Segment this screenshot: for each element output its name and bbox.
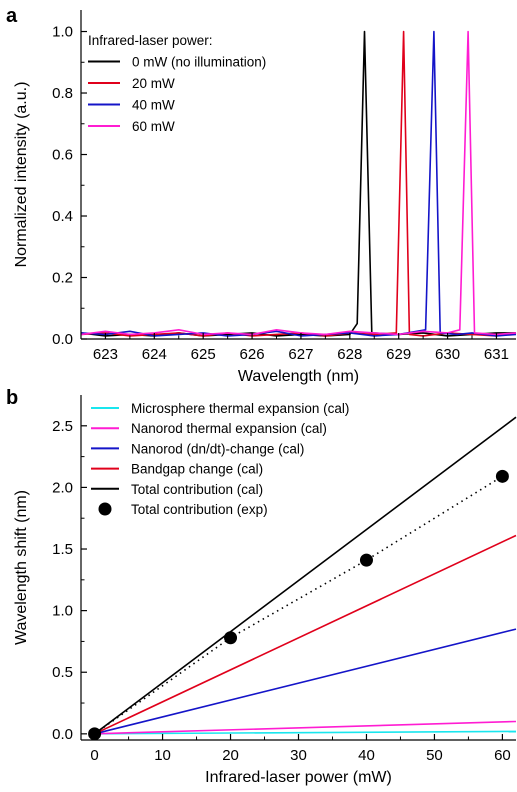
b-legend-entry-2: Nanorod (dn/dt)-change (cal) xyxy=(131,441,304,456)
b-series-1-line xyxy=(94,720,517,735)
a-y-tick-label-4: 0.8 xyxy=(52,85,73,102)
a-y-tick-label-5: 1.0 xyxy=(52,24,73,41)
b-series-5-point-1 xyxy=(224,631,238,645)
panel-a-chart: 623 624 625 626 627 628 629 630 631 0.0 0.2 0.4 0.6 0… xyxy=(13,10,517,385)
a-legend-entry-1: 20 mW xyxy=(132,76,175,91)
b-series-5-line xyxy=(94,475,503,735)
a-y-tick-label-2: 0.4 xyxy=(52,208,73,225)
b-legend-marker-5 xyxy=(98,502,112,516)
b-series-5-point-0 xyxy=(88,727,102,741)
b-series-3-line xyxy=(94,534,517,735)
b-x-axis-label: Infrared-laser power (mW) xyxy=(205,769,392,786)
a-legend-entry-3: 60 mW xyxy=(132,119,175,134)
a-y-tick-label-0: 0.0 xyxy=(52,331,73,348)
b-y-tick-label-3: 1.5 xyxy=(52,541,73,558)
a-x-tick-label-7: 630 xyxy=(435,346,460,363)
b-x-tick-label-1: 10 xyxy=(154,747,171,764)
panel-b-letter: b xyxy=(6,387,18,409)
b-legend-entry-5: Total contribution (exp) xyxy=(131,502,268,517)
b-y-tick-label-1: 0.5 xyxy=(52,664,73,681)
a-y-tick-label-1: 0.2 xyxy=(52,270,73,287)
b-y-axis-label: Wavelength shift (nm) xyxy=(13,490,30,645)
panel-a-letter: a xyxy=(6,5,18,27)
a-x-tick-label-4: 627 xyxy=(288,346,313,363)
a-x-axis-label: Wavelength (nm) xyxy=(238,368,359,385)
b-y-tick-label-4: 2.0 xyxy=(52,479,73,496)
panel-b-chart: 0 10 20 30 40 50 60 0.0 0.5 1.0 1.5 2.0 2.5 Infrared-… xyxy=(13,395,517,786)
b-legend-entry-3: Bandgap change (cal) xyxy=(131,462,263,477)
a-x-tick-label-8: 631 xyxy=(484,346,509,363)
a-x-tick-label-0: 623 xyxy=(93,346,118,363)
a-x-tick-label-5: 628 xyxy=(337,346,362,363)
b-legend-entry-4: Total contribution (cal) xyxy=(131,482,263,497)
b-x-tick-label-0: 0 xyxy=(90,747,98,764)
b-series-2-line xyxy=(94,628,517,735)
a-x-tick-label-6: 629 xyxy=(386,346,411,363)
b-x-tick-label-2: 20 xyxy=(222,747,239,764)
a-series-3-line xyxy=(80,30,517,336)
b-series-0-line xyxy=(94,730,517,735)
b-y-tick-label-5: 2.5 xyxy=(52,418,73,435)
a-y-axis-label: Normalized intensity (a.u.) xyxy=(13,82,30,268)
b-legend-entry-1: Nanorod thermal expansion (cal) xyxy=(131,421,327,436)
b-legend-entry-0: Microsphere thermal expansion (cal) xyxy=(131,401,349,416)
a-y-tick-label-3: 0.6 xyxy=(52,147,73,164)
b-x-tick-label-5: 50 xyxy=(426,747,443,764)
a-x-tick-label-2: 625 xyxy=(191,346,216,363)
b-series-5-point-3 xyxy=(495,469,509,483)
a-x-tick-label-3: 626 xyxy=(240,346,265,363)
a-legend-title: Infrared-laser power: xyxy=(88,33,213,48)
a-legend-entry-0: 0 mW (no illumination) xyxy=(132,55,266,70)
b-y-tick-label-0: 0.0 xyxy=(52,726,73,743)
b-series-5-point-2 xyxy=(359,553,373,567)
a-x-tick-label-1: 624 xyxy=(142,346,167,363)
a-legend-entry-2: 40 mW xyxy=(132,98,175,113)
b-x-tick-label-4: 40 xyxy=(358,747,375,764)
b-series-4-line xyxy=(94,416,517,735)
b-y-tick-label-2: 1.0 xyxy=(52,603,73,620)
b-x-tick-label-6: 60 xyxy=(494,747,511,764)
b-x-tick-label-3: 30 xyxy=(290,747,307,764)
